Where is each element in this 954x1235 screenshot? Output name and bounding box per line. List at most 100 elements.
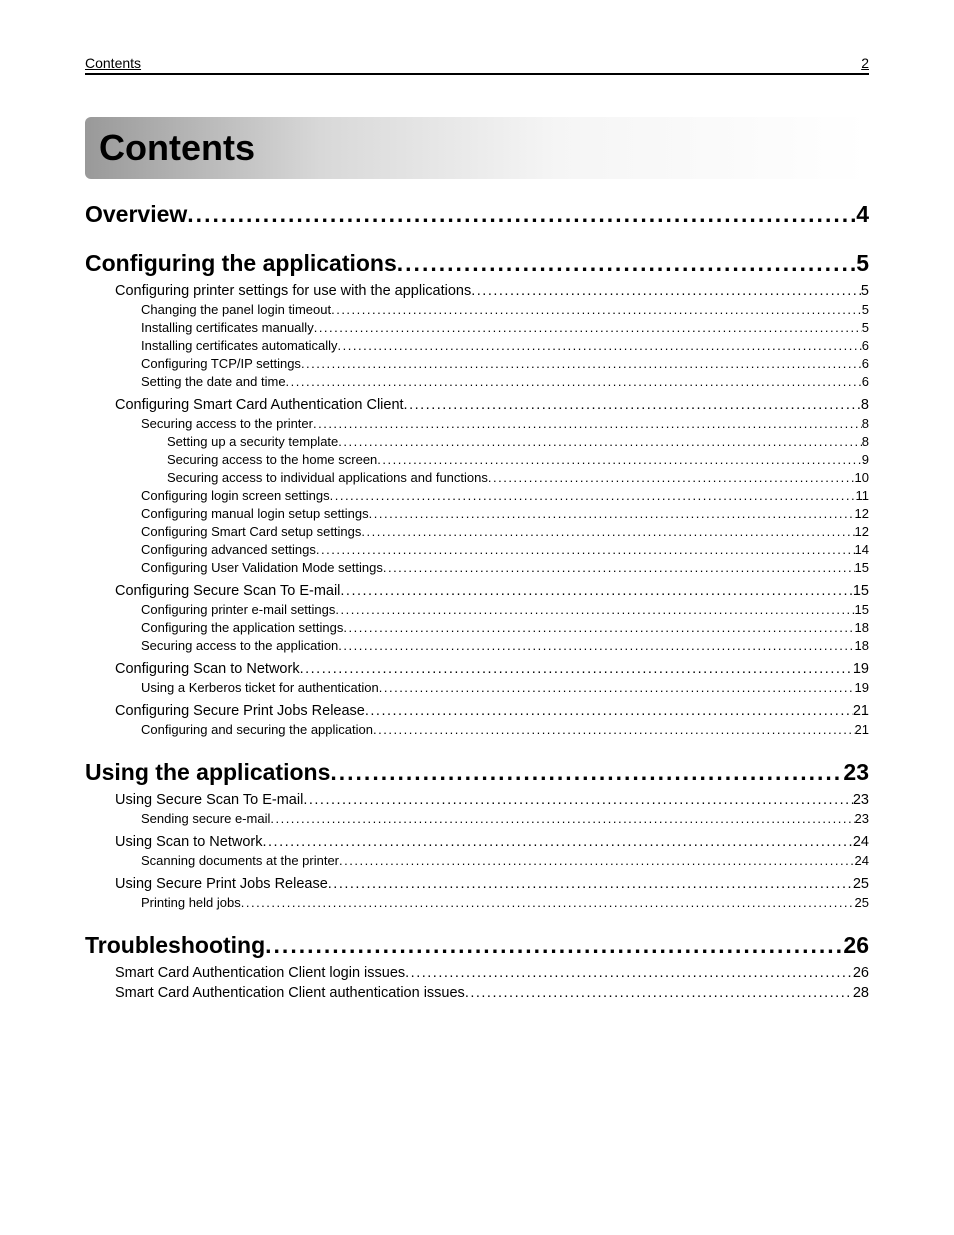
toc-entry-label: Securing access to the home screen (167, 452, 377, 467)
toc-entry-label: Configuring printer settings for use wit… (115, 283, 471, 299)
toc-entry[interactable]: Configuring printer e-mail settings15 (85, 602, 869, 617)
toc-dot-leader (241, 895, 855, 910)
toc-entry[interactable]: Configuring the applications 5 (85, 250, 869, 277)
toc-entry[interactable]: Configuring Smart Card setup settings12 (85, 524, 869, 539)
toc-entry[interactable]: Setting the date and time 6 (85, 374, 869, 389)
toc-entry-page: 6 (862, 338, 869, 353)
toc-entry[interactable]: Securing access to the application 18 (85, 638, 869, 653)
toc-dot-leader (270, 811, 854, 826)
running-header: Contents 2 (85, 55, 869, 75)
toc-entry[interactable]: Configuring manual login setup settings 1… (85, 506, 869, 521)
toc-entry[interactable]: Using Secure Scan To E-mail 23 (85, 792, 869, 808)
toc-entry[interactable]: Configuring Secure Scan To E-mail15 (85, 583, 869, 599)
toc-entry-label: Configuring the applications (85, 250, 397, 277)
toc-dot-leader (338, 434, 862, 449)
toc-entry-page: 14 (855, 542, 869, 557)
toc-entry[interactable]: Troubleshooting26 (85, 932, 869, 959)
toc-dot-leader (300, 661, 853, 677)
toc-entry-page: 8 (861, 397, 869, 413)
toc-dot-leader (331, 302, 862, 317)
toc-entry-page: 25 (855, 895, 869, 910)
toc-entry[interactable]: Using Secure Print Jobs Release25 (85, 876, 869, 892)
toc-entry[interactable]: Scanning documents at the printer24 (85, 853, 869, 868)
toc-entry-page: 18 (855, 620, 869, 635)
toc-entry[interactable]: Using the applications23 (85, 759, 869, 786)
toc-entry[interactable]: Configuring and securing the application… (85, 722, 869, 737)
toc-entry[interactable]: Configuring Secure Print Jobs Release21 (85, 703, 869, 719)
toc-entry-label: Configuring and securing the application (141, 722, 373, 737)
toc-entry-page: 8 (862, 416, 869, 431)
toc-entry[interactable]: Configuring advanced settings14 (85, 542, 869, 557)
toc-entry-page: 21 (855, 722, 869, 737)
toc-entry[interactable]: Smart Card Authentication Client authent… (85, 985, 869, 1001)
toc-entry-page: 25 (853, 876, 869, 892)
toc-entry-label: Using Secure Scan To E-mail (115, 792, 303, 808)
toc-entry-page: 24 (855, 853, 869, 868)
toc-entry[interactable]: Printing held jobs 25 (85, 895, 869, 910)
toc-entry[interactable]: Configuring Smart Card Authentication Cl… (85, 397, 869, 413)
toc-entry-page: 4 (856, 201, 869, 228)
toc-entry-page: 28 (853, 985, 869, 1001)
toc-entry-page: 18 (855, 638, 869, 653)
toc-entry[interactable]: Configuring Scan to Network 19 (85, 661, 869, 677)
toc-dot-leader (465, 985, 853, 1001)
toc-entry[interactable]: Configuring TCP/IP settings6 (85, 356, 869, 371)
toc-entry-label: Smart Card Authentication Client login i… (115, 965, 405, 981)
toc-dot-leader (339, 853, 855, 868)
toc-entry[interactable]: Configuring printer settings for use wit… (85, 283, 869, 299)
toc-dot-leader (314, 320, 862, 335)
toc-entry-label: Configuring Smart Card setup settings (141, 524, 361, 539)
toc-entry[interactable]: Configuring login screen settings11 (85, 488, 869, 503)
toc-entry-label: Configuring Scan to Network (115, 661, 300, 677)
toc-entry-page: 23 (853, 792, 869, 808)
toc-dot-leader (335, 602, 854, 617)
page-root: Contents 2 Contents Overview 4 Configuring… (0, 0, 954, 1063)
toc-entry[interactable]: Setting up a security template8 (85, 434, 869, 449)
toc-entry[interactable]: Installing certificates automatically6 (85, 338, 869, 353)
toc-entry-label: Setting up a security template (167, 434, 338, 449)
toc-entry-page: 21 (853, 703, 869, 719)
toc-entry-label: Configuring manual login setup settings (141, 506, 369, 521)
toc-entry-page: 9 (862, 452, 869, 467)
toc-entry[interactable]: Installing certificates manually5 (85, 320, 869, 335)
toc-dot-leader (313, 416, 862, 431)
table-of-contents: Overview4Configuring the applications5Co… (85, 201, 869, 1001)
toc-entry-page: 5 (856, 250, 869, 277)
toc-entry[interactable]: Using Scan to Network24 (85, 834, 869, 850)
toc-entry-page: 12 (855, 506, 869, 521)
toc-entry[interactable]: Securing access to the home screen 9 (85, 452, 869, 467)
toc-dot-leader (338, 338, 862, 353)
toc-dot-leader (303, 792, 853, 808)
toc-dot-leader (404, 397, 861, 413)
toc-entry[interactable]: Overview 4 (85, 201, 869, 228)
toc-entry[interactable]: Configuring User Validation Mode setting… (85, 560, 869, 575)
toc-entry-page: 15 (855, 560, 869, 575)
toc-entry-page: 6 (862, 374, 869, 389)
toc-entry-label: Securing access to the application (141, 638, 338, 653)
toc-entry-label: Printing held jobs (141, 895, 241, 910)
toc-entry[interactable]: Securing access to individual applicatio… (85, 470, 869, 485)
toc-dot-leader (330, 759, 843, 786)
toc-entry-page: 19 (853, 661, 869, 677)
toc-dot-leader (340, 583, 852, 599)
toc-entry[interactable]: Securing access to the printer 8 (85, 416, 869, 431)
toc-dot-leader (187, 201, 856, 228)
toc-dot-leader (330, 488, 856, 503)
toc-entry-page: 10 (855, 470, 869, 485)
toc-dot-leader (361, 524, 854, 539)
toc-entry-label: Changing the panel login timeout (141, 302, 331, 317)
toc-entry-page: 6 (862, 356, 869, 371)
toc-entry-label: Securing access to the printer (141, 416, 313, 431)
toc-entry[interactable]: Changing the panel login timeout5 (85, 302, 869, 317)
toc-entry[interactable]: Smart Card Authentication Client login i… (85, 965, 869, 981)
toc-entry[interactable]: Using a Kerberos ticket for authenticati… (85, 680, 869, 695)
header-left-label: Contents (85, 55, 141, 71)
toc-entry-label: Setting the date and time (141, 374, 286, 389)
toc-entry-label: Overview (85, 201, 187, 228)
toc-entry-page: 23 (855, 811, 869, 826)
toc-dot-leader (338, 638, 854, 653)
toc-entry-label: Configuring Secure Scan To E-mail (115, 583, 340, 599)
toc-entry[interactable]: Sending secure e-mail23 (85, 811, 869, 826)
toc-entry[interactable]: Configuring the application settings18 (85, 620, 869, 635)
toc-entry-page: 23 (843, 759, 869, 786)
